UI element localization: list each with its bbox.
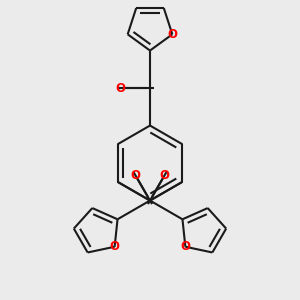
Text: O: O [130, 169, 140, 182]
Text: O: O [160, 169, 170, 182]
Text: O: O [110, 240, 120, 253]
Text: O: O [167, 28, 177, 41]
Text: O: O [180, 240, 190, 253]
Text: O: O [116, 82, 126, 94]
